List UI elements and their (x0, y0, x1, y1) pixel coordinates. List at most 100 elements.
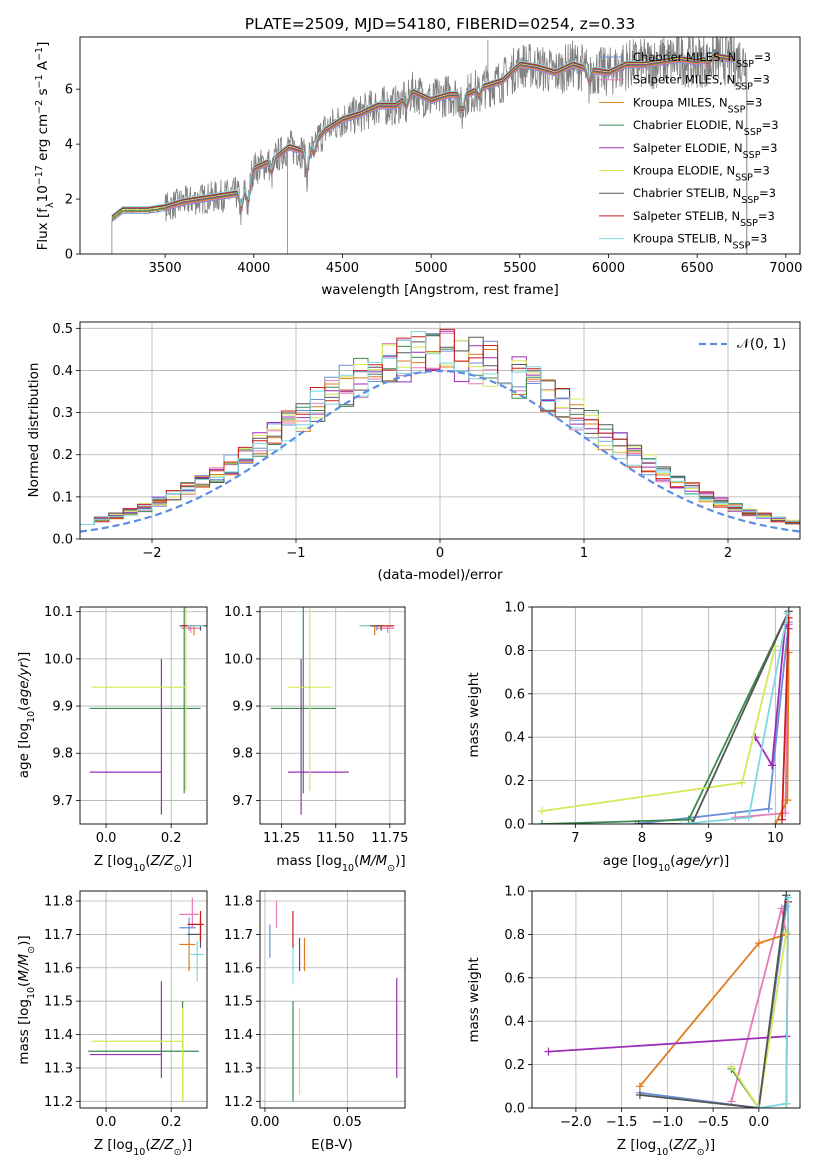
age-vs-z-x-label-part: 10 (133, 863, 145, 874)
mass-weight-vs-z-panel-xtick-label: 0.0 (748, 1115, 769, 1130)
mass-weight-vs-z-panel-xtick-label: −1.5 (606, 1115, 638, 1130)
mass-weight-marker (538, 820, 546, 824)
legend-entry-text-part: Kroupa MILES, N (633, 95, 728, 109)
legend-entry-text-part: SSP (733, 240, 751, 251)
legend-entry-text: Kroupa MILES, NSSP=3 (633, 95, 762, 115)
residuals-y-label: Normed distribution (26, 363, 42, 498)
mass-weight-marker (778, 815, 786, 824)
spectrum-y-label: Flux [fλ10−17 erg cm−2 s−1 A−1] (34, 42, 56, 251)
age-vs-mass-panel-grid (260, 607, 405, 824)
age-vs-z-y-label-part: age [log (16, 723, 32, 778)
age-vs-mass-panel: 11.25 11.50 11.75 9.7 9.8 9.9 10.0 10.1 mass [lo… (224, 605, 408, 874)
spectrum-y-label-part: 10 (35, 185, 51, 202)
mass-weight-vs-age-panel-xtick-label: 10 (767, 831, 784, 846)
spectrum-y-label-part: −2 (34, 100, 45, 114)
mass-weight-vs-age-panel-xtick-label: 9 (705, 831, 713, 846)
residuals-panel-ytick-label: 0.4 (52, 364, 73, 379)
mass-weight-line (781, 617, 790, 820)
spectrum-y-label-part: A (35, 60, 51, 74)
mass-vs-z-x-label-part: Z [log (94, 1137, 133, 1153)
mass-vs-z-panel-ytick-label: 11.4 (44, 1028, 73, 1043)
mass-weight-marker (634, 820, 643, 824)
mass-vs-ebv-x-label: E(B-V) (311, 1137, 353, 1153)
mass-weight-marker (544, 1047, 553, 1056)
spectrum-panel-xtick-label: 4500 (326, 261, 359, 276)
spectrum-panel-xtick-label: 4000 (237, 261, 270, 276)
residuals-panel-xtick-label: 0 (436, 546, 444, 561)
mass-weight-vs-z-panel-frame (531, 890, 801, 1109)
age-vs-mass-panel-ytick-label: 10.1 (224, 605, 253, 620)
age-vs-z-panel-ytick-label: 10.1 (44, 605, 73, 620)
legend-entry-text-part: =3 (759, 186, 776, 200)
age-vs-z-panel-ytick-label: 9.8 (52, 747, 73, 762)
legend-entry-text: Chabrier ELODIE, NSSP=3 (633, 118, 779, 138)
mass-vs-z-panel-xtick-label: 0.2 (161, 1115, 182, 1130)
mass-weight-vs-z-x-label-part: ⊙ (697, 1147, 705, 1158)
mass-weight-vs-z-x-label-part: ( (668, 1137, 673, 1153)
mass-weight-marker (538, 806, 546, 815)
mass-vs-ebv-panel-plot (269, 901, 398, 1102)
age-vs-z-panel-frame (79, 606, 208, 825)
legend-entry-text-part: Salpeter MILES, N (633, 73, 735, 87)
legend-entry-text-part: SSP (735, 81, 753, 92)
spectrum-panel-ytick-label: 0 (65, 248, 73, 263)
mass-vs-z-panel-plot (88, 897, 204, 1102)
mass-weight-vs-z-panel-xtick-label: −2.0 (560, 1115, 592, 1130)
legend-entry-text-part: SSP (740, 217, 758, 228)
model-spectrum-line (164, 58, 733, 213)
age-vs-mass-x-label: mass [log10(M/M⊙)] (276, 853, 405, 874)
age-vs-mass-x-label-part: M/M (359, 853, 387, 869)
figure-title: PLATE=2509, MJD=54180, FIBERID=0254, z=0… (245, 15, 635, 33)
mass-weight-vs-z-panel-ytick-label: 0.4 (504, 1015, 525, 1030)
mass-weight-vs-age-panel-ytick-label: 0.4 (504, 731, 525, 746)
residuals-panel-frame (79, 321, 801, 540)
mass-weight-vs-age-x-label-part: age [log (603, 853, 658, 869)
age-vs-z-panel-xtick-label: 0.2 (161, 831, 182, 846)
mass-weight-vs-z-panel-ytick-label: 0.2 (504, 1058, 525, 1073)
mass-vs-z-y-label-part: ( (16, 982, 32, 987)
age-vs-z-x-label-part: Z/Z (150, 853, 175, 869)
residuals-panel-xtick-label: 1 (580, 546, 588, 561)
mass-weight-vs-age-panel-ytick-label: 1.0 (504, 601, 525, 616)
mass-weight-marker (784, 648, 793, 657)
mass-vs-z-panel-frame (79, 890, 208, 1109)
mass-weight-vs-age-panel-plot (538, 607, 793, 824)
age-vs-mass-panel-ytick-label: 9.8 (232, 747, 253, 762)
mass-vs-z-panel-grid (80, 891, 207, 1108)
mass-vs-ebv-panel-ytick-label: 11.3 (224, 1061, 253, 1076)
model-spectrum-line (111, 56, 733, 220)
mass-vs-z-panel-ytick-label: 11.5 (44, 995, 73, 1010)
mass-weight-vs-age-panel-xtick-label: 7 (571, 831, 579, 846)
legend-entry-text-part: =3 (762, 118, 779, 132)
legend-entry-text-part: =3 (753, 164, 770, 178)
age-vs-z-x-label-part: Z [log (94, 853, 133, 869)
spectrum-panel-ytick-label: 4 (65, 138, 73, 153)
mass-weight-vs-z-panel-ytick-label: 1.0 (504, 885, 525, 900)
spectrum-panel-ytick-label: 2 (65, 193, 73, 208)
mass-weight-marker (684, 815, 693, 824)
legend-entry-text-part: SSP (735, 172, 753, 183)
mass-vs-z-x-label-part: )] (182, 1137, 193, 1153)
model-spectrum-line (111, 52, 733, 216)
mass-weight-vs-z-panel-xtick-label: −0.5 (697, 1115, 729, 1130)
legend-entry-text-part: =3 (758, 209, 775, 223)
mass-weight-vs-age-panel-ytick-label: 0.2 (504, 774, 525, 789)
mass-weight-marker (635, 1090, 644, 1099)
age-vs-z-panel-plot (89, 607, 207, 815)
normal-reference-curve (80, 369, 800, 533)
age-vs-mass-x-label-part: mass [log (276, 853, 342, 869)
spectrum-panel-xtick-label: 5000 (415, 261, 448, 276)
mass-weight-vs-z-x-label-part: Z/Z (673, 1137, 698, 1153)
legend-entry-text: Chabrier STELIB, NSSP=3 (633, 186, 776, 206)
residuals-panel-ytick-label: 0.0 (52, 533, 73, 548)
spectrum-y-label-part: s (35, 88, 51, 99)
model-spectrum-line (111, 54, 733, 218)
mass-weight-vs-age-panel-y-label: mass weight (466, 672, 482, 757)
residuals-panel-plot (80, 328, 800, 539)
mass-weight-vs-z-x-label-part: Z [log (617, 1137, 656, 1153)
mass-vs-z-panel-ytick-label: 11.6 (44, 961, 73, 976)
mass-weight-vs-age-panel-ytick-label: 0.8 (504, 644, 525, 659)
mass-vs-z-y-label-part: )] (16, 935, 32, 946)
residuals-x-label: (data-model)/error (377, 567, 503, 583)
